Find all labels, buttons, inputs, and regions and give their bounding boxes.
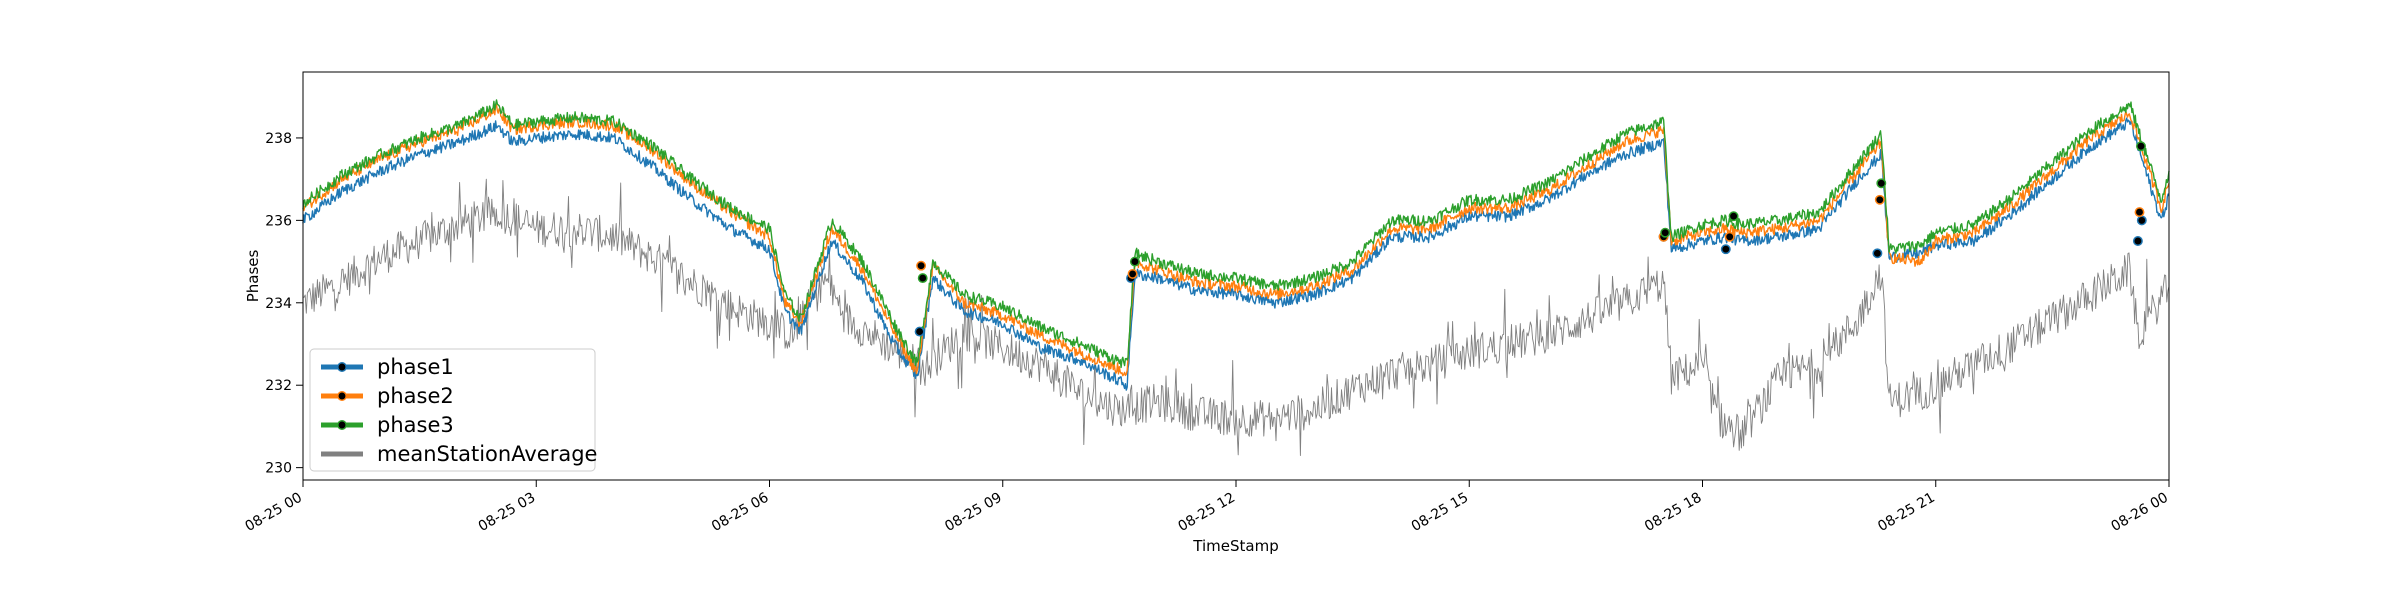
marker-point-phase2 bbox=[1724, 231, 1735, 242]
x-tick-label: 08-25 15 bbox=[1409, 490, 1472, 535]
legend-label-phase2: phase2 bbox=[377, 384, 454, 408]
y-axis-title: Phases bbox=[244, 250, 262, 303]
marker-point-phase1 bbox=[2132, 236, 2143, 246]
marker-layer bbox=[914, 141, 2147, 337]
series-line-meanStationAverage bbox=[302, 178, 2170, 456]
y-tick-label: 232 bbox=[265, 378, 292, 394]
x-tick-label: 08-26 00 bbox=[2108, 490, 2171, 535]
y-axis: 230 232 234 236 238 bbox=[265, 131, 303, 477]
marker-point-phase2 bbox=[1874, 194, 1885, 205]
marker-point-phase1 bbox=[2136, 215, 2147, 226]
marker-point-phase3 bbox=[1129, 256, 1140, 267]
x-tick-label: 08-25 00 bbox=[242, 490, 305, 535]
legend: phase1 phase2 phase3 meanStationAverage bbox=[309, 348, 597, 472]
legend-label-meanStationAverage: meanStationAverage bbox=[377, 442, 597, 466]
marker-point-phase2 bbox=[916, 260, 927, 271]
series-line-phase2 bbox=[302, 104, 2170, 377]
x-axis: 08-25 00 08-25 03 08-25 06 08-25 09 08-25 12… bbox=[242, 480, 2171, 535]
legend-marker-phase2 bbox=[337, 391, 347, 401]
legend-label-phase1: phase1 bbox=[377, 355, 454, 379]
y-tick-label: 238 bbox=[265, 131, 292, 147]
marker-point-phase3 bbox=[1728, 211, 1739, 222]
series-line-phase3 bbox=[302, 99, 2170, 369]
marker-point-phase1 bbox=[1872, 248, 1883, 259]
y-tick-label: 236 bbox=[265, 213, 292, 229]
x-tick-label: 08-25 12 bbox=[1175, 490, 1238, 535]
marker-point-phase2 bbox=[2134, 207, 2145, 218]
x-tick-label: 08-25 06 bbox=[709, 490, 772, 535]
legend-label-phase3: phase3 bbox=[377, 413, 454, 437]
y-tick-label: 234 bbox=[265, 296, 292, 312]
marker-point-phase1 bbox=[914, 326, 925, 337]
legend-box bbox=[309, 348, 596, 472]
marker-point-phase2 bbox=[1127, 268, 1138, 279]
marker-point-phase3 bbox=[917, 273, 928, 284]
legend-marker-phase3 bbox=[337, 420, 347, 430]
series-layer bbox=[302, 99, 2170, 456]
y-tick-label: 230 bbox=[265, 461, 292, 477]
marker-point-phase3 bbox=[1660, 227, 1671, 238]
x-tick-label: 08-25 03 bbox=[476, 490, 539, 535]
marker-point-phase1 bbox=[1720, 244, 1731, 255]
marker-point-phase3 bbox=[1876, 178, 1887, 189]
x-tick-label: 08-25 18 bbox=[1642, 490, 1705, 535]
legend-marker-phase1 bbox=[337, 362, 347, 372]
marker-point-phase3 bbox=[2136, 141, 2146, 152]
x-tick-label: 08-25 09 bbox=[942, 490, 1005, 535]
x-axis-title: TimeStamp bbox=[1192, 537, 1278, 555]
series-line-phase1 bbox=[302, 117, 2170, 391]
x-tick-label: 08-25 21 bbox=[1875, 490, 1938, 535]
